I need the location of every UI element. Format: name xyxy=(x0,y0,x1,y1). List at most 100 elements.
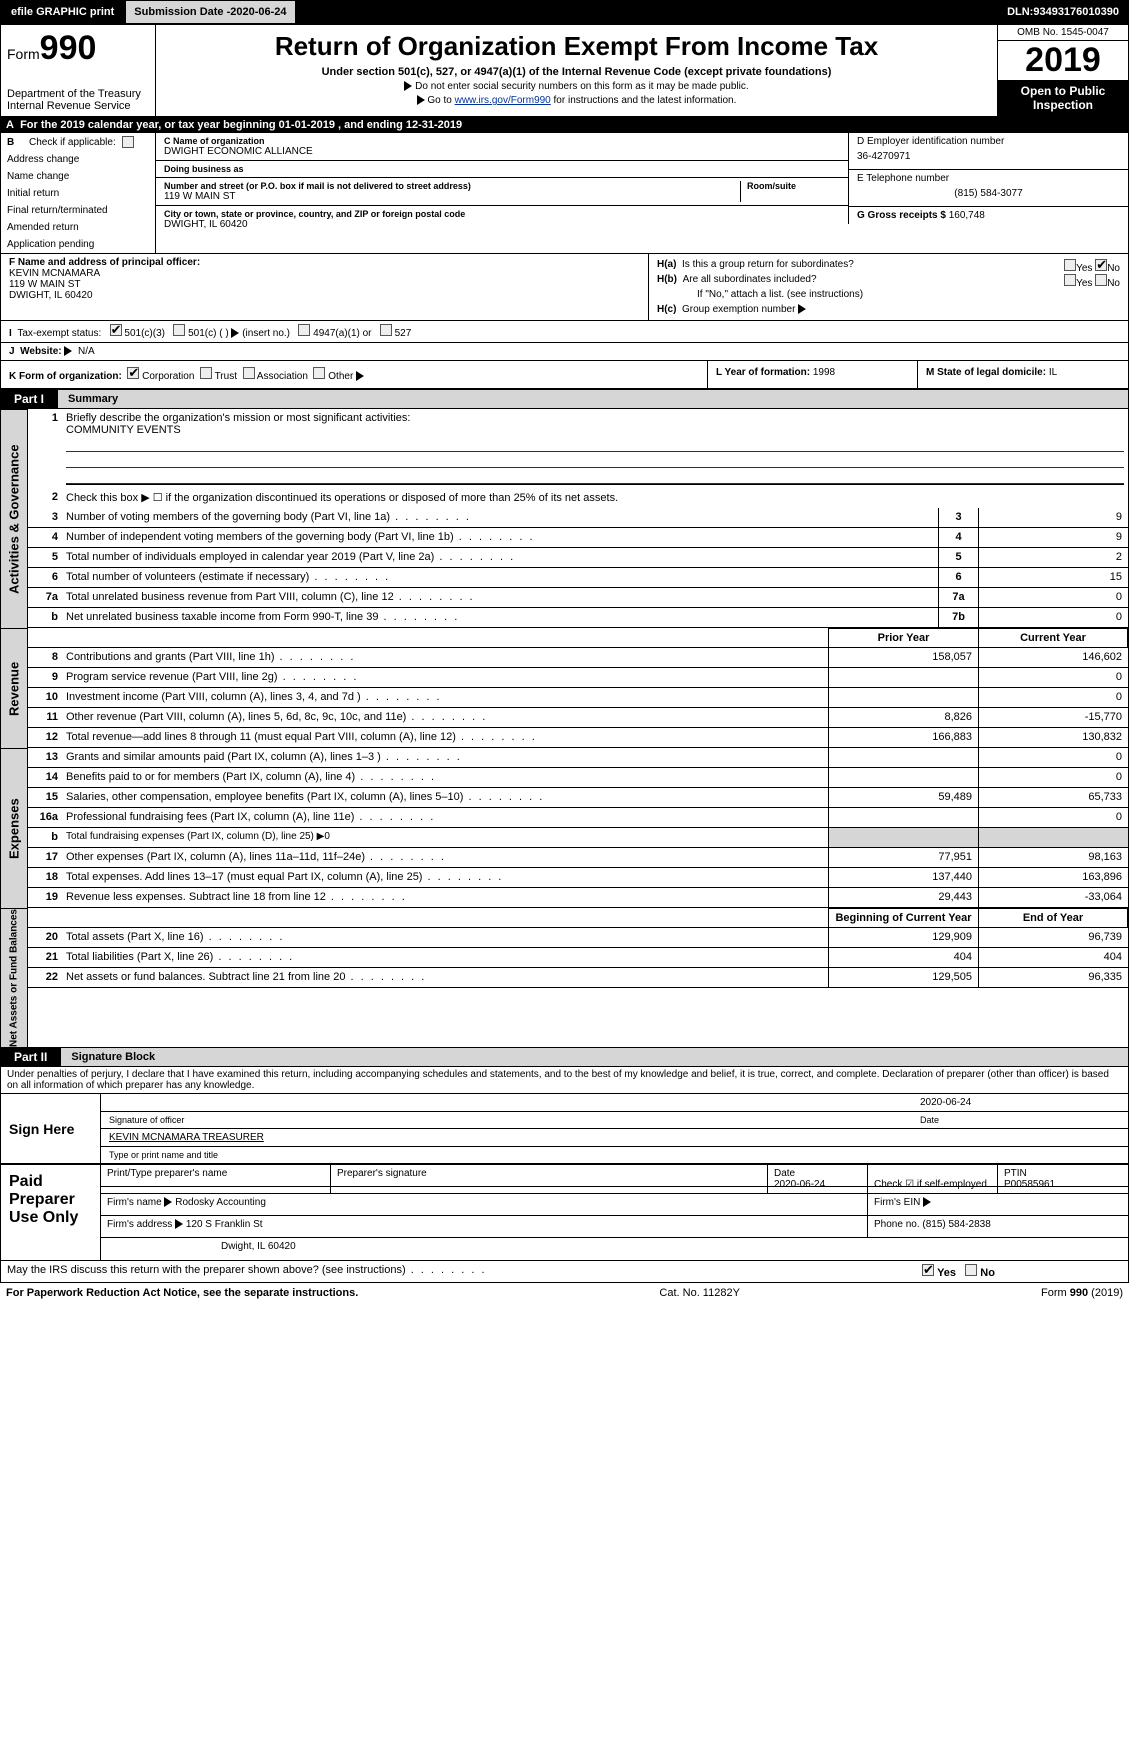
line-9: 9 Program service revenue (Part VIII, li… xyxy=(28,668,1128,688)
checkbox-icon[interactable] xyxy=(110,324,122,336)
h-a: H(a) Is this a group return for subordin… xyxy=(657,257,1120,272)
block-k: K Form of organization: Corporation Trus… xyxy=(1,361,708,388)
checkbox-icon[interactable] xyxy=(122,136,134,148)
gov-line-6: 6 Total number of volunteers (estimate i… xyxy=(28,568,1128,588)
lbl-address-change: Address change xyxy=(7,154,79,165)
efile-topbar: efile GRAPHIC print Submission Date - 20… xyxy=(0,0,1129,24)
checkbox-icon[interactable] xyxy=(1095,274,1107,286)
paid-phone: Phone no. (815) 584-2838 xyxy=(868,1216,1128,1237)
current-val: 163,896 xyxy=(978,868,1128,887)
chk-address-change: Address change xyxy=(1,151,155,168)
sig-labels: Signature of officer Date xyxy=(101,1112,1128,1129)
sign-content: 2020-06-24 Signature of officer Date KEV… xyxy=(101,1094,1128,1163)
checkbox-icon[interactable] xyxy=(922,1264,934,1276)
irs-link[interactable]: www.irs.gov/Form990 xyxy=(455,95,551,106)
block-l: L Year of formation: 1998 xyxy=(708,361,918,388)
line-val: 9 xyxy=(978,508,1128,527)
line-num: 14 xyxy=(28,768,62,787)
city-label: City or town, state or province, country… xyxy=(164,209,840,219)
dept-line: Department of the Treasury xyxy=(7,88,149,100)
line-box: 4 xyxy=(938,528,978,547)
line-num: b xyxy=(28,608,62,627)
line-2-text: Check this box ▶ ☐ if the organization d… xyxy=(62,488,1128,508)
checkbox-icon[interactable] xyxy=(127,367,139,379)
checkbox-icon[interactable] xyxy=(965,1264,977,1276)
yes-label: Yes xyxy=(937,1267,956,1279)
prior-val xyxy=(828,688,978,707)
checkbox-icon[interactable] xyxy=(313,367,325,379)
line-15: 15 Salaries, other compensation, employe… xyxy=(28,788,1128,808)
paid-r1: 2020-06-24 Check ☑ if self-employed P005… xyxy=(101,1165,1128,1194)
j-label: Website: xyxy=(20,346,62,357)
q1-text: Briefly describe the organization's miss… xyxy=(66,412,410,424)
hc-text: Group exemption number xyxy=(682,304,795,315)
line-num: 9 xyxy=(28,668,62,687)
checkbox-icon[interactable] xyxy=(243,367,255,379)
checkbox-icon[interactable] xyxy=(298,324,310,336)
lbl-amended: Amended return xyxy=(7,222,79,233)
vert-expenses: Expenses xyxy=(0,748,28,908)
mission-rule-lines xyxy=(66,436,1124,485)
omb-number: OMB No. 1545-0047 xyxy=(998,25,1128,41)
line-val: 9 xyxy=(978,528,1128,547)
f-name: KEVIN MCNAMARA xyxy=(9,268,100,279)
ein-cell: D Employer identification number 36-4270… xyxy=(848,133,1128,170)
col-b-header: B Check if applicable: xyxy=(1,133,155,151)
line-num: 4 xyxy=(28,528,62,547)
checkbox-icon[interactable] xyxy=(173,324,185,336)
prior-val: 137,440 xyxy=(828,868,978,887)
line-text: Grants and similar amounts paid (Part IX… xyxy=(62,748,828,767)
line-1-text: Briefly describe the organization's miss… xyxy=(62,409,1128,488)
hdr-prior-year: Prior Year xyxy=(828,628,978,648)
phone-label: E Telephone number xyxy=(857,173,1120,184)
prior-val: 59,489 xyxy=(828,788,978,807)
room-label: Room/suite xyxy=(747,181,840,191)
opt-527: 527 xyxy=(395,328,412,339)
vert-revenue: Revenue xyxy=(0,628,28,748)
line-18: 18 Total expenses. Add lines 13–17 (must… xyxy=(28,868,1128,888)
dln-label: DLN: xyxy=(1007,6,1033,18)
submission-label: Submission Date - xyxy=(134,6,230,18)
line-text: Professional fundraising fees (Part IX, … xyxy=(62,808,828,827)
paid-r1-4: P00585961 xyxy=(998,1165,1128,1193)
current-val: 0 xyxy=(978,668,1128,687)
note2-post: for instructions and the latest informat… xyxy=(551,95,737,106)
line-a-end: 12-31-2019 xyxy=(406,119,462,131)
line-text: Total fundraising expenses (Part IX, col… xyxy=(62,828,828,847)
current-val: 130,832 xyxy=(978,728,1128,747)
line-text: Net unrelated business taxable income fr… xyxy=(62,608,938,627)
mission-text: COMMUNITY EVENTS xyxy=(66,424,181,436)
row-i: I Tax-exempt status: 501(c)(3) 501(c) ( … xyxy=(0,321,1129,343)
paid-r1-3: Check ☑ if self-employed xyxy=(868,1165,998,1193)
checkbox-icon[interactable] xyxy=(380,324,392,336)
col-b-header-text: Check if applicable: xyxy=(29,137,116,148)
arrow-icon xyxy=(231,328,239,338)
form-prefix: Form xyxy=(7,46,40,62)
checkbox-icon[interactable] xyxy=(200,367,212,379)
current-val: 0 xyxy=(978,748,1128,767)
city-value: DWIGHT, IL 60420 xyxy=(164,219,840,230)
block-i: I Tax-exempt status: 501(c)(3) 501(c) ( … xyxy=(1,321,1128,342)
checkbox-icon[interactable] xyxy=(1064,274,1076,286)
i-label: Tax-exempt status: xyxy=(17,328,101,339)
street-label: Number and street (or P.O. box if mail i… xyxy=(164,181,740,191)
open-to-public: Open to Public Inspection xyxy=(998,80,1128,116)
h-c: H(c) Group exemption number xyxy=(657,302,1120,317)
gross-cell: G Gross receipts $ 160,748 xyxy=(848,207,1128,224)
arrow-icon xyxy=(164,1197,172,1207)
gov-line-4: 4 Number of independent voting members o… xyxy=(28,528,1128,548)
line-text: Number of independent voting members of … xyxy=(62,528,938,547)
h-b: H(b) Are all subordinates included? Yes … xyxy=(657,272,1120,287)
header-right: OMB No. 1545-0047 2019 Open to Public In… xyxy=(998,25,1128,116)
addr-lbl: Firm's address xyxy=(107,1219,172,1230)
hdr-current-year: Current Year xyxy=(978,628,1128,648)
shaded xyxy=(978,828,1128,847)
checkbox-icon[interactable] xyxy=(1064,259,1076,271)
chk-amended: Amended return xyxy=(1,219,155,236)
line-text: Total revenue—add lines 8 through 11 (mu… xyxy=(62,728,828,747)
column-c: C Name of organization DWIGHT ECONOMIC A… xyxy=(156,133,848,253)
line-a-begin: 01-01-2019 xyxy=(279,119,335,131)
part1-tab: Part I xyxy=(0,389,58,409)
checkbox-icon[interactable] xyxy=(1095,259,1107,271)
row-klm: K Form of organization: Corporation Trus… xyxy=(0,361,1129,389)
